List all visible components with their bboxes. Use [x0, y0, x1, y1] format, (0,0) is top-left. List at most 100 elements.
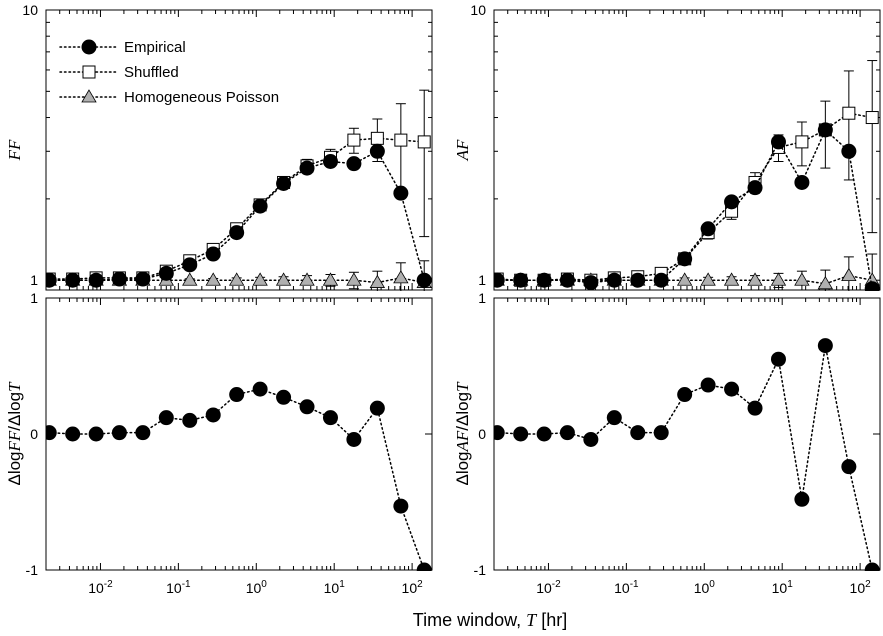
data-point [606, 410, 622, 426]
data-point [795, 135, 809, 149]
y-axis-ticks [494, 9, 880, 281]
data-point [299, 399, 315, 415]
y-tick-label: 0 [30, 426, 38, 442]
x-tick-label: 10-2 [536, 579, 561, 596]
data-point [794, 272, 810, 286]
data-point [370, 131, 384, 145]
series-line [48, 137, 425, 280]
series-shuffled [46, 89, 431, 286]
data-point [606, 272, 622, 288]
data-point [393, 270, 409, 284]
x-tick-label: 100 [246, 579, 268, 596]
data-point [700, 377, 716, 393]
y-tick-label: 0 [478, 426, 486, 442]
data-point [676, 272, 693, 286]
data-point [864, 281, 880, 291]
error-bar [843, 70, 854, 181]
data-point [229, 225, 245, 241]
data-point [747, 272, 763, 286]
data-point [653, 425, 669, 441]
series-line [496, 128, 873, 290]
data-point [229, 387, 245, 403]
data-point [794, 491, 810, 507]
data-point [864, 562, 880, 571]
legend-entry: Homogeneous Poisson [59, 89, 279, 106]
series-line [496, 345, 873, 571]
data-point [135, 425, 151, 441]
legend-marker [82, 65, 96, 79]
x-tick-label: 101 [324, 579, 346, 596]
data-point [700, 272, 716, 286]
data-point [158, 410, 174, 426]
data-point [322, 154, 338, 170]
legend-label: Homogeneous Poisson [124, 89, 279, 106]
x-axis-ticks [493, 298, 861, 570]
series-line [48, 277, 425, 284]
legend-label: Empirical [124, 39, 186, 56]
data-point [252, 198, 268, 214]
x-axis-ticks [45, 10, 413, 290]
data-point [630, 272, 646, 288]
x-tick-label: 10-1 [614, 579, 639, 596]
data-point [677, 387, 693, 403]
data-point [276, 175, 292, 191]
series-empirical [494, 122, 880, 291]
series-empirical [494, 338, 880, 571]
x-axis-label: Time window, T [hr] [413, 610, 567, 630]
data-point [583, 275, 599, 291]
data-point [346, 272, 362, 286]
data-point [513, 272, 529, 288]
data-point [252, 381, 268, 397]
data-point [865, 111, 879, 125]
data-point [494, 272, 505, 288]
data-point [513, 426, 529, 442]
data-point [275, 272, 292, 286]
data-point [700, 221, 716, 237]
data-point [299, 160, 315, 176]
data-point [228, 272, 245, 286]
x-tick-label: 102 [402, 579, 424, 596]
y-tick-label: 10 [470, 2, 486, 18]
data-point [770, 272, 787, 286]
data-point [842, 106, 856, 120]
legend-marker [81, 39, 97, 55]
data-point [205, 272, 221, 286]
y-axis-label: FF [5, 139, 24, 161]
data-point [494, 425, 505, 441]
data-point [724, 194, 740, 210]
data-point [205, 407, 221, 423]
series-empirical [46, 143, 432, 288]
data-point [158, 265, 174, 281]
y-axis-label: AF [453, 139, 472, 161]
data-point [182, 412, 198, 428]
data-point [817, 122, 833, 138]
chart-panel-top-left: 1 10 FF Empirical Shuffled Homogeneous Poisso… [5, 2, 433, 291]
data-point [770, 351, 786, 367]
y-tick-label: 1 [30, 272, 38, 288]
data-point [416, 272, 432, 288]
data-point [46, 272, 57, 288]
y-tick-label: 1 [478, 290, 486, 306]
data-point [747, 180, 763, 196]
data-point [182, 272, 198, 286]
data-point [135, 271, 151, 287]
x-axis-ticks [45, 298, 413, 570]
data-point [299, 272, 315, 286]
data-point [417, 135, 431, 149]
data-point [794, 174, 810, 190]
y-axis-label: ΔlogFF/ΔlogT [5, 381, 24, 486]
data-point [65, 426, 81, 442]
series-line [48, 150, 425, 281]
data-point [559, 425, 575, 441]
y-tick-label: -1 [474, 562, 487, 578]
legend-label: Shuffled [124, 64, 179, 81]
legend-entry: Shuffled [59, 64, 179, 81]
data-point [346, 431, 362, 447]
data-point [653, 272, 669, 288]
data-point [111, 425, 127, 441]
data-point [841, 459, 857, 475]
x-tick-label: 100 [694, 579, 716, 596]
data-point [536, 272, 552, 288]
data-point [369, 274, 386, 288]
data-point [393, 185, 409, 201]
